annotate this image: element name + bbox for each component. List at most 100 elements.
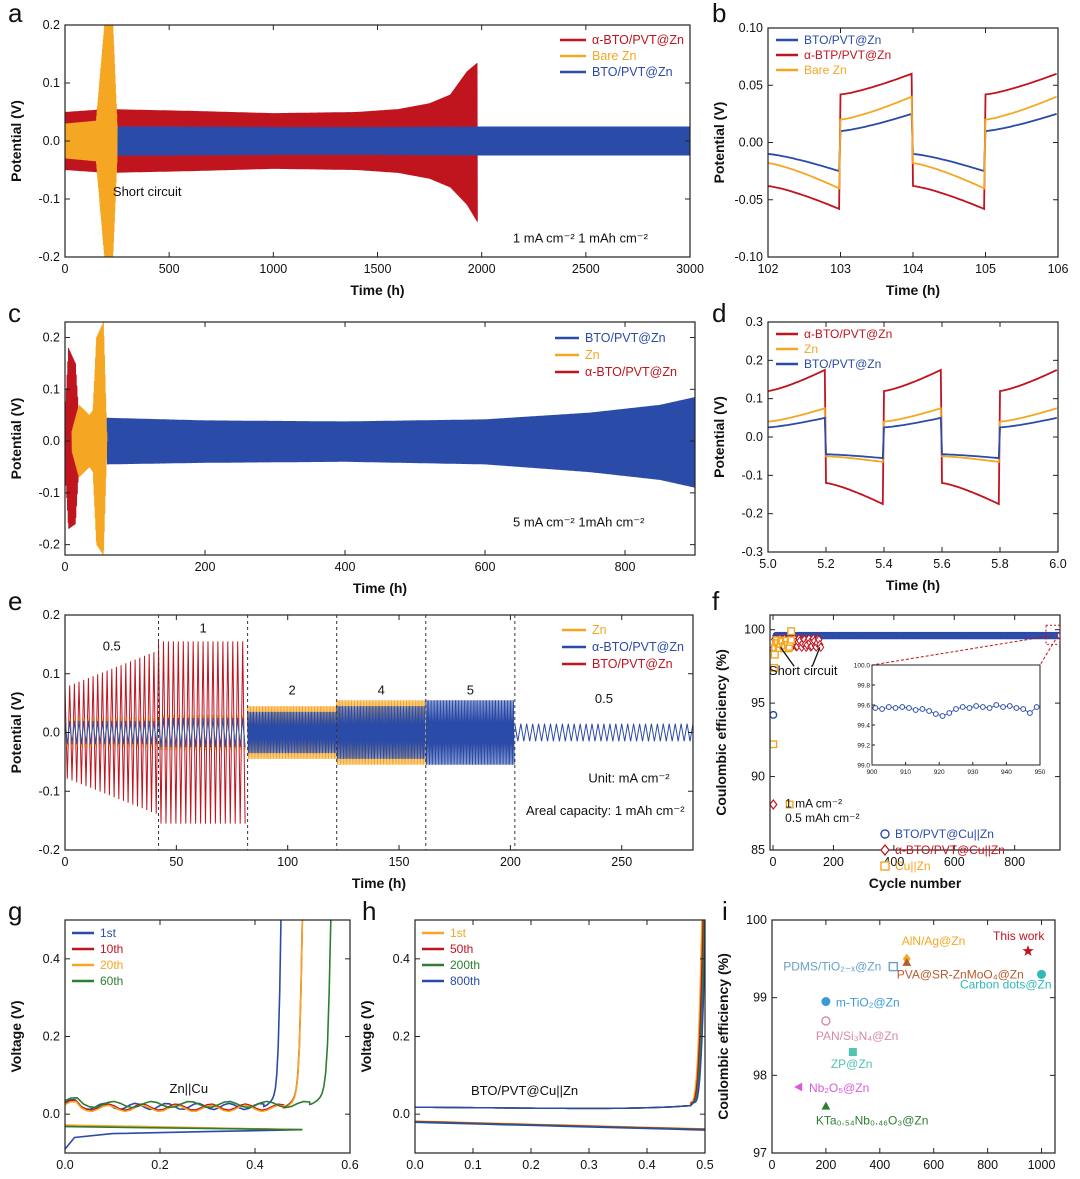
x-tick-label: 800	[615, 560, 636, 574]
legend-entry: 200th	[450, 958, 480, 972]
y-tick-label: 90	[751, 770, 765, 784]
y-tick-label: 0.10	[739, 21, 763, 35]
inset-point	[966, 705, 973, 711]
legend-entry: BTO/PVT@Zn	[804, 33, 881, 47]
data-point	[770, 740, 778, 749]
legend-entry: BTO/PVT@Zn	[804, 357, 881, 371]
legend-entry: 10th	[100, 942, 123, 956]
inset-point	[979, 704, 986, 710]
x-tick-label: 0	[62, 262, 69, 276]
inset-chart: 900 910 920 930 940 950 99.0 99.2 99.4 99.6 99.8 10…	[854, 663, 1046, 777]
inset-x-tick-label: 900	[867, 769, 878, 776]
y-tick-label: 0.0	[43, 134, 60, 148]
x-tick-label: 800	[977, 1158, 998, 1172]
x-tick-label: 0	[770, 855, 777, 869]
x-tick-label: 0.5	[696, 1158, 713, 1172]
x-tick-label: 600	[475, 560, 496, 574]
y-tick-label: 0.2	[393, 1030, 410, 1044]
y-tick-label: 0.0	[43, 1107, 60, 1121]
panel-c: 0 200 400 600 800 -0.2 -0.1 0.0 0.1 0.2 Time (h) Po…	[8, 298, 696, 596]
inset-point	[1006, 703, 1013, 709]
inset-point	[986, 705, 993, 711]
x-axis-title: Time (h)	[350, 282, 404, 298]
legend-entry: α-BTO/PVT@Zn	[585, 365, 677, 379]
point-label: This work	[993, 929, 1045, 943]
data-point	[888, 961, 898, 972]
rate-label: 0.5	[595, 691, 613, 706]
discharge-curve	[65, 1128, 303, 1150]
x-tick-label: 400	[869, 1158, 890, 1172]
series-line-1	[768, 407, 1058, 463]
plot-area	[65, 920, 332, 1150]
y-tick-label: 99	[753, 991, 767, 1005]
panel-label: i	[722, 896, 728, 926]
data-point	[821, 1101, 831, 1110]
rate-label: 2	[289, 682, 296, 697]
legend-entry: Zn	[585, 348, 600, 362]
panel-label: b	[712, 0, 726, 28]
y-tick-label: 100	[744, 623, 765, 637]
inset-y-tick-label: 99.4	[857, 723, 870, 730]
y-axis-title: Voltage (V)	[358, 1000, 374, 1072]
inset-point	[872, 705, 879, 711]
inset-point	[1013, 705, 1020, 711]
plot-area	[770, 627, 1060, 810]
x-tick-label: 0	[62, 855, 69, 869]
x-tick-label: 104	[903, 262, 924, 276]
axes-frame	[771, 919, 1056, 1154]
x-tick-label: 0	[62, 560, 69, 574]
legend-entry: Bare Zn	[592, 49, 637, 63]
panel-d: 5.0 5.2 5.4 5.6 5.8 6.0 -0.3 -0.2 -0.1 0.0 0.1 0.2 0…	[711, 298, 1067, 593]
zoom-guide	[1039, 635, 1059, 666]
charge-curve	[65, 920, 304, 1112]
panel-label: d	[712, 298, 726, 328]
legend-marker	[880, 861, 890, 871]
x-tick-label: 5.4	[875, 557, 892, 571]
point-label: PAN/Si₃N₄@Zn	[816, 1029, 898, 1043]
annotation: 1 mA cm⁻²	[785, 796, 842, 810]
y-axis-title: Voltage (V)	[8, 1000, 24, 1072]
annotation: Areal capacity: 1 mAh cm⁻²	[526, 803, 685, 818]
series-line-bto-pvt-zn	[65, 126, 690, 156]
inset-point	[932, 711, 939, 717]
inset-y-tick-label: 99.8	[857, 683, 870, 690]
x-tick-label: 0.1	[464, 1158, 481, 1172]
y-axis-title: Potential (V)	[711, 396, 727, 478]
legend-entry: α-BTO/PVT@Zn	[592, 640, 684, 654]
y-tick-label: -0.1	[38, 784, 60, 798]
series-line-segment	[247, 711, 338, 754]
rate-label: 4	[378, 682, 385, 697]
inset-point	[926, 708, 933, 714]
series-line-segment	[247, 706, 338, 759]
inset-point	[885, 704, 892, 710]
legend-marker	[880, 829, 890, 839]
inset-point	[1027, 710, 1033, 716]
legend-entry: α-BTO/PVT@Zn	[592, 33, 684, 47]
data-point	[770, 710, 778, 719]
plot-area	[415, 920, 705, 1131]
legend-entry: Zn	[592, 623, 607, 637]
inset-frame	[871, 664, 1041, 766]
y-tick-label: -0.2	[38, 843, 60, 857]
annotation: 0.5 mAh cm⁻²	[785, 811, 859, 825]
y-tick-label: 100	[746, 913, 767, 927]
arrow	[811, 647, 821, 667]
x-tick-label: 250	[611, 855, 632, 869]
inset-point	[1020, 706, 1027, 712]
x-tick-label: 0.2	[151, 1158, 168, 1172]
y-tick-label: 0.0	[43, 726, 60, 740]
point-label: m-TiO₂@Zn	[836, 996, 900, 1010]
rate-label: 1	[199, 621, 206, 636]
inset-point	[973, 703, 980, 709]
point-label: ZP@Zn	[831, 1057, 873, 1071]
discharge-curve	[415, 1121, 705, 1131]
inset-point	[919, 706, 926, 712]
x-tick-label: 100	[277, 855, 298, 869]
point-label: PDMS/TiO₂₋ₓ@Zn	[783, 960, 881, 974]
x-tick-label: 150	[389, 855, 410, 869]
panel-g: 0.0 0.2 0.4 0.6 0.0 0.2 0.4 Voltage (V) g 1st 10th…	[8, 896, 359, 1172]
axes-frame	[769, 614, 1061, 851]
y-axis-title: Potential (V)	[8, 100, 24, 182]
arrow	[780, 646, 795, 667]
